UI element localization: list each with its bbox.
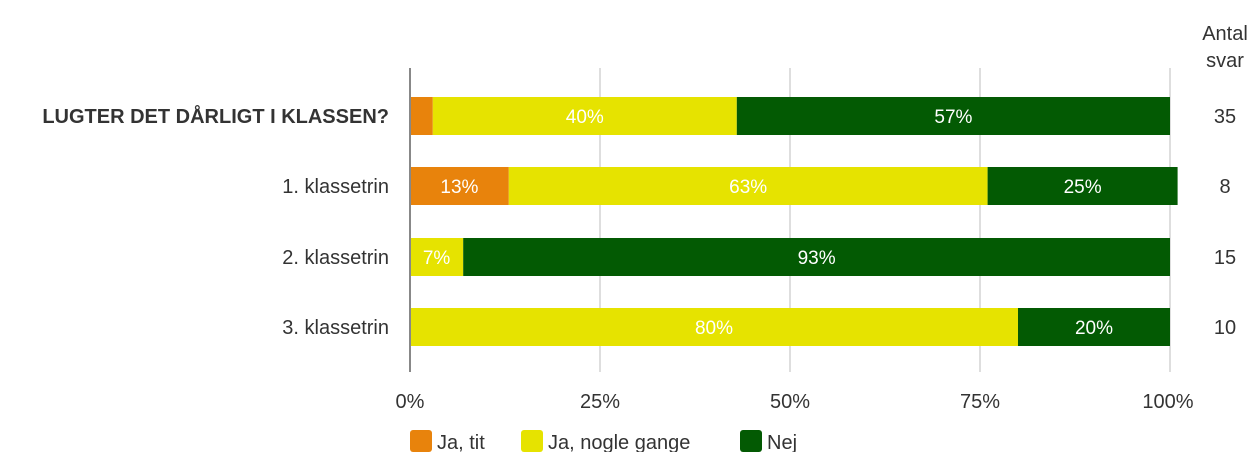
category-labels: LUGTER DET DÅRLIGT I KLASSEN? 1. klassetr… — [42, 104, 389, 339]
bar-segment — [508, 167, 988, 205]
bar-value-label: 7% — [423, 248, 451, 269]
response-count: 15 — [1214, 247, 1236, 269]
x-tick-label: 0% — [396, 391, 425, 413]
bar-segment — [410, 167, 509, 205]
bar-value-label: 93% — [798, 248, 836, 269]
legend-swatch — [521, 430, 543, 452]
response-count: 10 — [1214, 317, 1236, 339]
bar-value-label: 25% — [1064, 177, 1102, 198]
question-title: LUGTER DET DÅRLIGT I KLASSEN? — [42, 104, 389, 128]
category-label: 1. klassetrin — [282, 176, 389, 198]
legend: Ja, tit Ja, nogle gange Nej — [410, 430, 797, 452]
bar-value-label: 80% — [695, 318, 733, 339]
response-count: 35 — [1214, 106, 1236, 128]
bar-segment — [432, 97, 737, 135]
bar-segment — [463, 238, 1170, 276]
category-label: 3. klassetrin — [282, 317, 389, 339]
count-header-line1: Antal — [1202, 23, 1248, 45]
count-header-line2: svar — [1206, 50, 1244, 72]
bar-value-label: 40% — [566, 107, 604, 128]
legend-swatch — [410, 430, 432, 452]
bar-value-label: 57% — [934, 107, 972, 128]
category-label: 2. klassetrin — [282, 247, 389, 269]
x-tick-label: 100% — [1142, 391, 1193, 413]
bar-segment — [410, 308, 1018, 346]
bar-segment — [410, 238, 464, 276]
legend-label: Ja, tit — [437, 432, 485, 452]
bar-value-label: 20% — [1075, 318, 1113, 339]
x-tick-label: 50% — [770, 391, 810, 413]
bar-segment — [410, 97, 433, 135]
x-tick-label: 75% — [960, 391, 1000, 413]
legend-label: Nej — [767, 432, 797, 452]
bar-segment — [1018, 308, 1170, 346]
legend-swatch — [740, 430, 762, 452]
legend-label: Ja, nogle gange — [548, 432, 690, 452]
bar-value-label: 63% — [729, 177, 767, 198]
bar-segment — [736, 97, 1170, 135]
bar-segment — [987, 167, 1178, 205]
bar-value-label: 13% — [440, 177, 478, 198]
count-column: Antal svar 35 8 15 10 — [1202, 23, 1248, 339]
bar-group: 40% 57% 13% 63% 25% 7% 93% 80% 20% — [410, 97, 1178, 346]
x-tick-labels: 0% 25% 50% 75% 100% — [396, 391, 1194, 413]
x-tick-label: 25% — [580, 391, 620, 413]
response-count: 8 — [1219, 176, 1230, 198]
